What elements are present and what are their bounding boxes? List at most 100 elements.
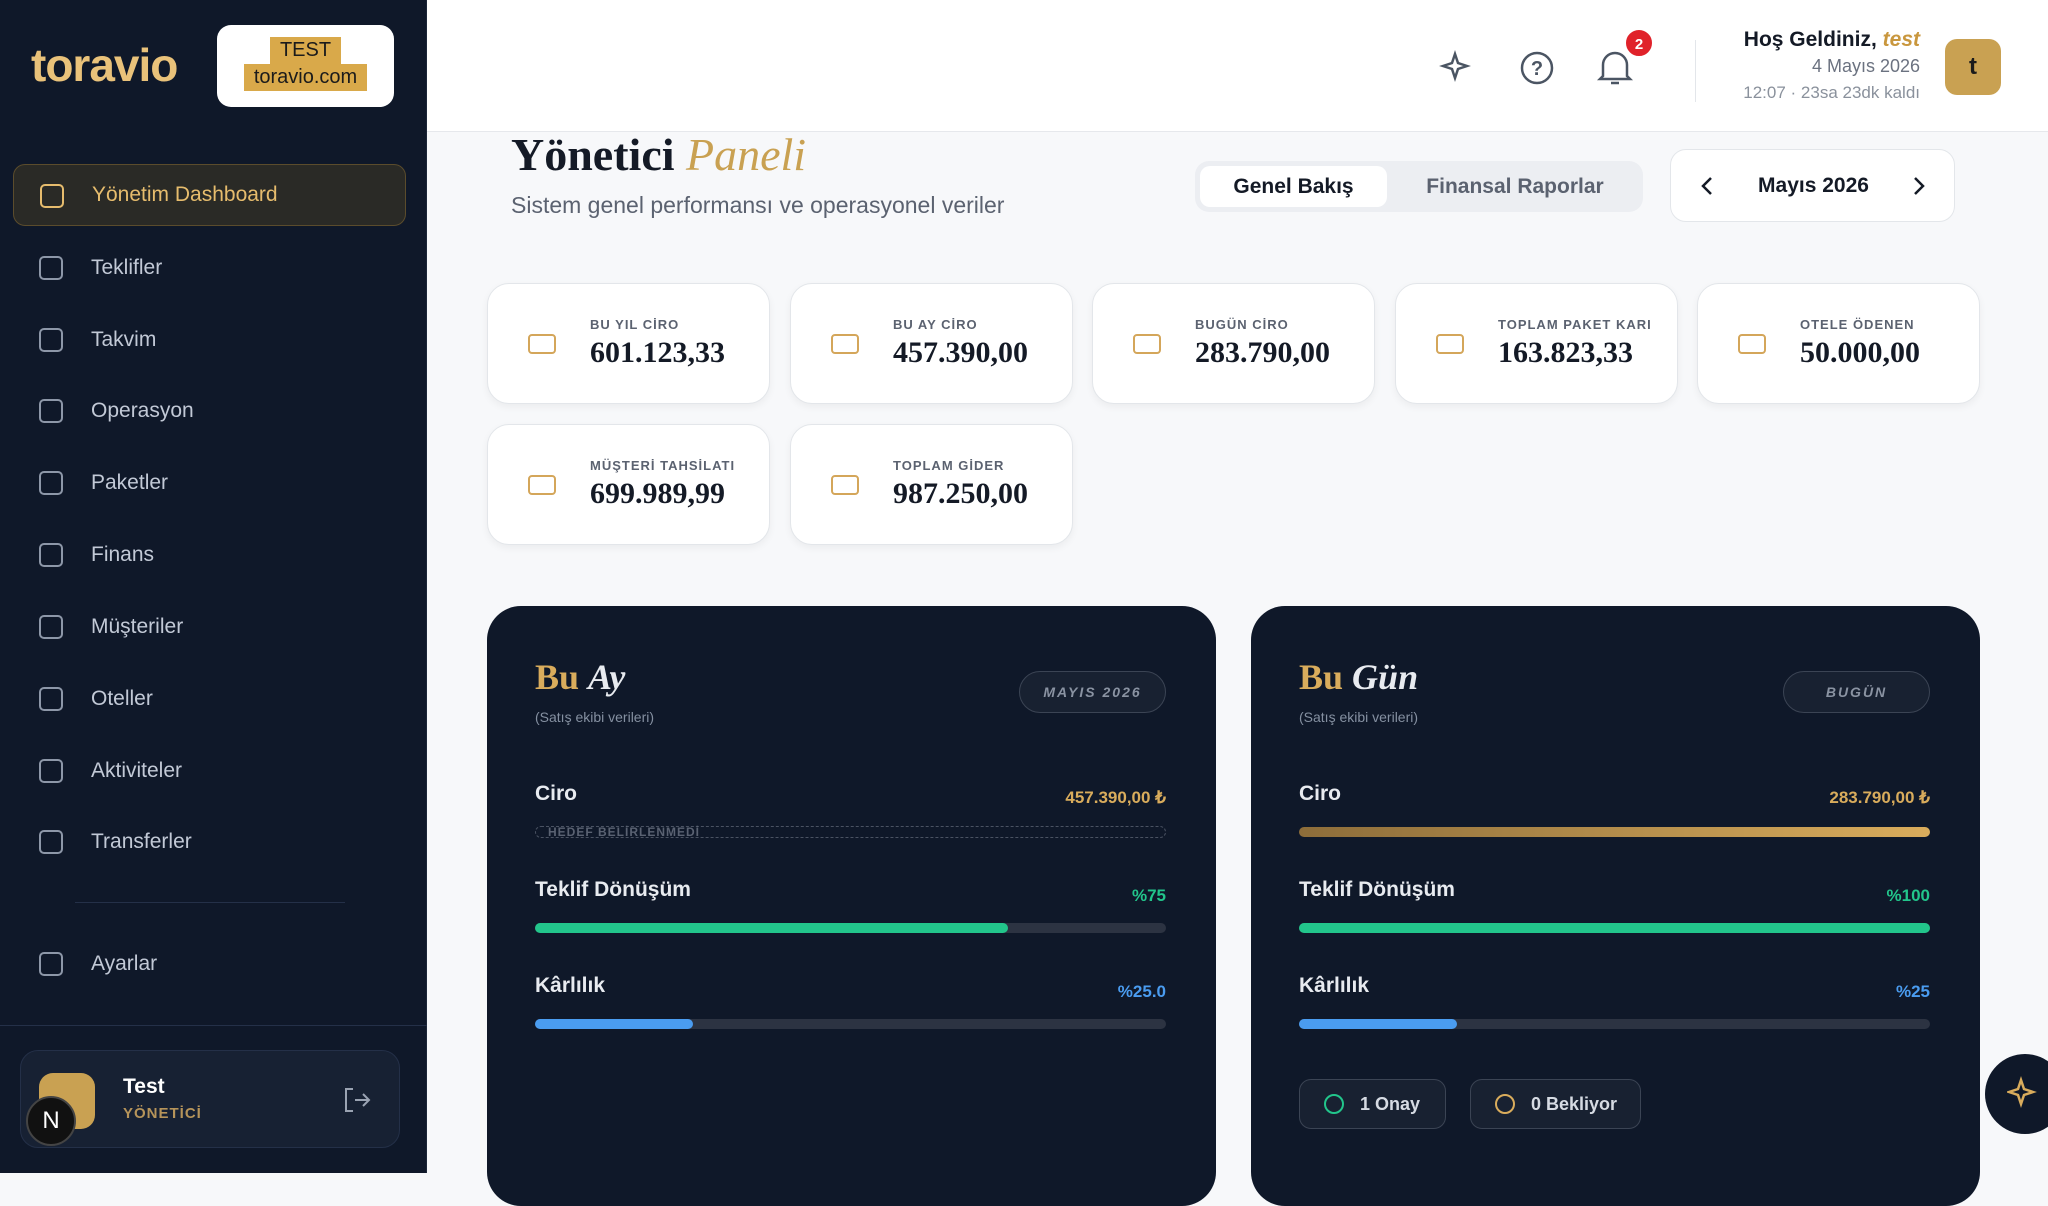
- stat-icon: [1738, 334, 1766, 354]
- row-value: %100: [1886, 886, 1930, 905]
- ciro-bar: [1299, 827, 1930, 837]
- title-accent: Paneli: [686, 129, 807, 180]
- user-initial: N: [26, 1096, 76, 1146]
- tab[interactable]: Genel Bakış: [1200, 166, 1387, 207]
- row-value: 457.390,00 ₺: [1065, 788, 1166, 807]
- svg-text:?: ?: [1531, 58, 1543, 80]
- nav-item[interactable]: Finans: [13, 524, 406, 586]
- nav-icon: [39, 687, 63, 711]
- row-label: Ciro: [1299, 782, 1341, 805]
- progress-bar: [1299, 1019, 1457, 1029]
- title-main: Bu: [535, 657, 580, 697]
- nav-item[interactable]: Transferler: [13, 811, 406, 873]
- title-main: Yönetici: [511, 129, 675, 180]
- stat-value: 987.250,00: [893, 477, 1028, 510]
- panel-badge: MAYIS 2026: [1019, 671, 1166, 713]
- title-main: Bu: [1299, 657, 1344, 697]
- status-button[interactable]: 1 Onay: [1299, 1079, 1446, 1129]
- date: 4 Mayıs 2026: [1811, 56, 1920, 76]
- ai-icon: [2007, 1076, 2037, 1108]
- nav-label: Oteller: [91, 687, 153, 710]
- prev-month[interactable]: [1696, 174, 1720, 198]
- stat-card: BU YIL CİRO 601.123,33: [487, 283, 770, 404]
- nav-item[interactable]: Yönetim Dashboard: [13, 164, 406, 226]
- nav-icon: [39, 328, 63, 352]
- nav-icon: [39, 952, 63, 976]
- user-card[interactable]: N Test YÖNETİCİ: [20, 1050, 400, 1148]
- title-accent: Ay: [588, 657, 626, 697]
- stat-icon: [831, 475, 859, 495]
- nav-item[interactable]: Ayarlar: [13, 933, 406, 995]
- nav-label: Transferler: [91, 830, 192, 853]
- stat-icon: [528, 475, 556, 495]
- divider: [1695, 40, 1696, 102]
- stat-value: 457.390,00: [893, 336, 1028, 369]
- greeting: Hoş Geldiniz, test: [1744, 28, 1920, 52]
- nav-item[interactable]: Müşteriler: [13, 596, 406, 658]
- stat-label: MÜŞTERİ TAHSİLATI: [590, 458, 736, 473]
- target-text: HEDEF BELİRLENMEDİ: [548, 825, 701, 839]
- nav-icon: [39, 830, 63, 854]
- row-value: %25.0: [1117, 982, 1166, 1001]
- help-icon[interactable]: ?: [1517, 48, 1557, 88]
- nav-label: Paketler: [91, 471, 169, 494]
- time-left: 12:07 · 23sa 23dk kaldı: [1743, 83, 1920, 102]
- nav-item[interactable]: Takvim: [13, 309, 406, 371]
- divider: [75, 902, 345, 903]
- env-label: TEST: [269, 37, 342, 64]
- progress-track: [535, 1019, 1166, 1029]
- nav-item[interactable]: Aktiviteler: [13, 740, 406, 802]
- nav-item[interactable]: Paketler: [13, 452, 406, 514]
- top-bar: ? 2 Hoş Geldiniz, test 4 Mayıs 2026 12:0…: [427, 0, 2048, 132]
- month: Mayıs 2026: [1758, 174, 1869, 197]
- stat-value: 50.000,00: [1800, 336, 1920, 369]
- stat-value: 601.123,33: [590, 336, 725, 369]
- divider: [0, 1025, 427, 1026]
- nav-item[interactable]: Oteller: [13, 668, 406, 730]
- stat-card: BU AY CİRO 457.390,00: [790, 283, 1073, 404]
- target-empty: HEDEF BELİRLENMEDİ: [535, 825, 1166, 839]
- status-icon: [1324, 1094, 1344, 1114]
- next-month[interactable]: [1906, 174, 1930, 198]
- nav-item[interactable]: Operasyon: [13, 380, 406, 442]
- avatar[interactable]: t: [1945, 39, 2001, 95]
- stat-label: BU YIL CİRO: [590, 317, 680, 332]
- stat-icon: [528, 334, 556, 354]
- stat-value: 163.823,33: [1498, 336, 1633, 369]
- nav-label: Teklifler: [91, 256, 163, 279]
- panel-note: (Satış ekibi verileri): [1299, 709, 1419, 725]
- row-label: Kârlılık: [535, 974, 606, 997]
- user-role: YÖNETİCİ: [123, 1105, 202, 1122]
- greeting-text: Hoş Geldiniz,: [1743, 28, 1877, 51]
- row-label: Kârlılık: [1299, 974, 1370, 997]
- greeting-user: test: [1882, 28, 1920, 51]
- row-value: %75: [1131, 886, 1166, 905]
- stat-label: OTELE ÖDENEN: [1800, 317, 1915, 332]
- ai-icon[interactable]: [1439, 48, 1479, 88]
- nav-label: Operasyon: [91, 399, 194, 422]
- tab[interactable]: Finansal Raporlar: [1426, 175, 1604, 198]
- panel-title: Bu Ay: [535, 656, 625, 698]
- nav-icon: [39, 471, 63, 495]
- stat-card: BUGÜN CİRO 283.790,00: [1092, 283, 1375, 404]
- env-domain: toravio.com: [243, 64, 368, 91]
- nav-icon: [39, 399, 63, 423]
- month-picker: Mayıs 2026: [1670, 149, 1955, 222]
- stat-label: TOPLAM GİDER: [893, 458, 1005, 473]
- panel-note: (Satış ekibi verileri): [535, 709, 655, 725]
- nav-icon: [39, 615, 63, 639]
- stat-icon: [1133, 334, 1161, 354]
- nav-item[interactable]: Teklifler: [13, 237, 406, 299]
- stat-card: MÜŞTERİ TAHSİLATI 699.989,99: [487, 424, 770, 545]
- progress-track: [1299, 923, 1930, 933]
- title-accent: Gün: [1352, 657, 1419, 697]
- panel-badge: BUGÜN: [1783, 671, 1930, 713]
- summary-panel: Bu Gün (Satış ekibi verileri) BUGÜN Ciro 283…: [1251, 606, 1980, 1206]
- bell-icon[interactable]: [1595, 46, 1635, 90]
- status-button[interactable]: 0 Bekliyor: [1470, 1079, 1641, 1129]
- ai-button[interactable]: [1985, 1054, 2048, 1134]
- nav-label: Aktiviteler: [91, 759, 183, 782]
- summary-panel: Bu Ay (Satış ekibi verileri) MAYIS 2026 Cir…: [487, 606, 1216, 1206]
- logout-icon[interactable]: [341, 1085, 371, 1115]
